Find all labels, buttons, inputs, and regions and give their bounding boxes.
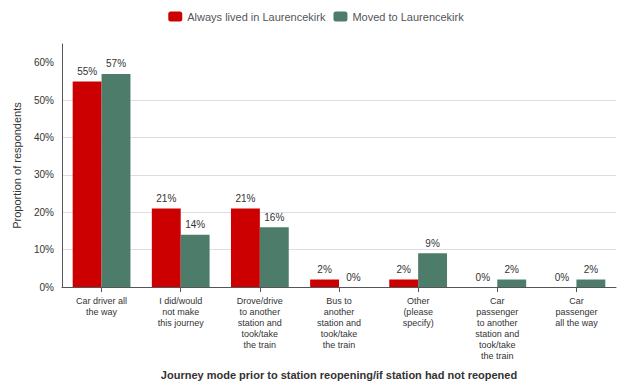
- svg-text:57%: 57%: [106, 58, 126, 69]
- svg-text:2%: 2%: [505, 264, 520, 275]
- svg-text:passenger: passenger: [476, 307, 518, 317]
- svg-text:0%: 0%: [40, 282, 55, 293]
- svg-text:(please: (please: [403, 307, 433, 317]
- svg-text:took/take: took/take: [479, 340, 516, 350]
- svg-text:Car: Car: [569, 296, 584, 306]
- svg-text:10%: 10%: [34, 244, 54, 255]
- svg-text:2%: 2%: [317, 264, 332, 275]
- svg-text:another: another: [324, 307, 355, 317]
- svg-text:2%: 2%: [584, 264, 599, 275]
- svg-text:specify): specify): [403, 318, 434, 328]
- svg-text:0%: 0%: [476, 272, 491, 283]
- svg-text:0%: 0%: [346, 272, 361, 283]
- svg-text:40%: 40%: [34, 132, 54, 143]
- svg-text:this journey: this journey: [158, 318, 205, 328]
- svg-text:55%: 55%: [77, 66, 97, 77]
- svg-text:took/take: took/take: [321, 329, 358, 339]
- svg-text:0%: 0%: [555, 272, 570, 283]
- svg-text:Moved to Laurencekirk: Moved to Laurencekirk: [352, 11, 464, 23]
- svg-text:14%: 14%: [185, 219, 205, 230]
- svg-text:Bus to: Bus to: [326, 296, 352, 306]
- svg-text:Journey mode prior to station: Journey mode prior to station reopening/…: [161, 369, 517, 381]
- svg-text:Car driver all: Car driver all: [76, 296, 127, 306]
- svg-text:station and: station and: [475, 329, 519, 339]
- svg-text:station and: station and: [317, 318, 361, 328]
- svg-text:to another: to another: [477, 318, 518, 328]
- svg-text:9%: 9%: [425, 238, 440, 249]
- svg-text:Drove/drive: Drove/drive: [237, 296, 283, 306]
- svg-text:I did/would: I did/would: [159, 296, 202, 306]
- svg-text:passenger: passenger: [555, 307, 597, 317]
- svg-text:Always lived in Laurencekirk: Always lived in Laurencekirk: [187, 11, 326, 23]
- svg-text:all the way: all the way: [555, 318, 598, 328]
- svg-text:60%: 60%: [34, 57, 54, 68]
- svg-text:2%: 2%: [396, 264, 411, 275]
- svg-text:the train: the train: [244, 340, 277, 350]
- svg-text:not make: not make: [162, 307, 199, 317]
- svg-text:20%: 20%: [34, 207, 54, 218]
- svg-text:21%: 21%: [156, 193, 176, 204]
- svg-text:the way: the way: [86, 307, 118, 317]
- svg-text:21%: 21%: [235, 193, 255, 204]
- svg-text:Other: Other: [407, 296, 430, 306]
- svg-text:to another: to another: [240, 307, 281, 317]
- svg-text:50%: 50%: [34, 95, 54, 106]
- svg-text:30%: 30%: [34, 169, 54, 180]
- svg-text:Proportion of respondents: Proportion of respondents: [11, 102, 23, 229]
- svg-text:the train: the train: [481, 351, 514, 361]
- svg-text:took/take: took/take: [242, 329, 279, 339]
- svg-text:station and: station and: [238, 318, 282, 328]
- svg-text:the train: the train: [323, 340, 356, 350]
- svg-text:Car: Car: [490, 296, 505, 306]
- svg-text:16%: 16%: [264, 212, 284, 223]
